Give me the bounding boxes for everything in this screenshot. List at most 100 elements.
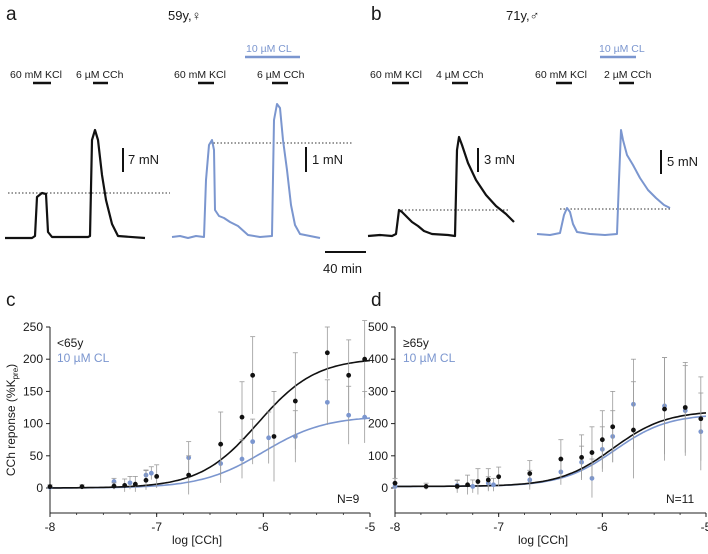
a2-kcl-label: 60 mM KCl — [174, 69, 226, 81]
d-point-control — [423, 483, 429, 489]
d-point-control — [485, 477, 491, 483]
c-point-control — [292, 398, 298, 404]
d-xlabel: log [CCh] — [518, 533, 568, 547]
panel-label-d: d — [371, 290, 382, 311]
d-point-control — [454, 483, 460, 489]
b2-trace — [536, 129, 671, 236]
c-point-cl — [346, 412, 352, 418]
chart-c-axes: 0 50 100 150 200 250 -8 -7 -6 -5 — [23, 320, 376, 534]
d-point-control — [589, 450, 595, 455]
chart-d-points — [392, 357, 704, 498]
b1-cch-label: 4 µM CCh — [436, 69, 484, 81]
c-ytick-label: 200 — [23, 352, 43, 366]
c-legend-control: <65y — [57, 336, 83, 350]
c-xlabel: log [CCh] — [172, 533, 222, 547]
d-point-control — [698, 416, 704, 422]
c-fit-control — [50, 359, 370, 489]
c-xtick-label: -8 — [45, 520, 56, 534]
d-point-control — [392, 480, 398, 486]
a2-cl-label: 10 µM CL — [246, 43, 292, 55]
d-point-control — [558, 456, 564, 462]
d-point-control — [610, 424, 616, 430]
chart-c-points — [47, 320, 368, 495]
d-fit-control — [395, 412, 706, 488]
c-xtick-label: -6 — [258, 520, 269, 534]
d-legend-control: ≥65y — [403, 336, 429, 350]
chart-d-fits — [395, 412, 706, 488]
c-point-control — [250, 372, 256, 378]
d-point-control — [631, 427, 636, 433]
d-point-control — [465, 482, 470, 488]
d-point-control — [527, 471, 533, 476]
c-point-control — [362, 356, 368, 362]
d-point-control — [662, 406, 667, 412]
b1-kcl-label: 60 mM KCl — [370, 69, 422, 81]
c-point-control — [346, 372, 352, 378]
c-point-cl — [250, 439, 256, 445]
b2-scale-label: 5 mN — [667, 154, 698, 169]
c-point-cl — [324, 399, 330, 405]
c-ylabel: CCh reponse (%Kpre) — [4, 364, 20, 476]
c-point-cl — [127, 480, 133, 486]
c-point-cl — [266, 435, 272, 441]
d-point-control — [475, 479, 481, 484]
a1-trace — [5, 128, 146, 240]
c-ytick-label: 150 — [23, 384, 43, 398]
d-xtick-label: -7 — [493, 520, 504, 534]
panel-label-a: a — [6, 4, 17, 25]
a2-cch-label: 6 µM CCh — [257, 69, 305, 81]
chart-c-fits — [50, 359, 370, 489]
c-fit-cl — [50, 417, 370, 489]
c-point-control — [122, 483, 128, 488]
d-point-cl — [470, 483, 476, 489]
b1-scale-label: 3 mN — [484, 152, 515, 167]
b2-cl-label: 10 µM CL — [599, 43, 645, 55]
c-point-control — [239, 414, 245, 420]
c-point-control — [271, 434, 277, 439]
c-point-control — [324, 350, 330, 356]
d-point-control — [579, 455, 584, 460]
c-xtick-label: -5 — [365, 520, 376, 534]
d-point-control — [682, 405, 688, 410]
d-ytick-label: 300 — [368, 384, 388, 398]
c-point-control — [186, 472, 192, 478]
c-xtick-label: -7 — [151, 520, 162, 534]
c-point-cl — [362, 414, 368, 420]
chart-d-axes: 0 100 200 300 400 500 -8 -7 -6 -5 — [368, 320, 708, 534]
d-ytick-label: 200 — [368, 417, 388, 431]
panel-label-b: b — [371, 4, 382, 25]
panel-label-c: c — [6, 290, 16, 311]
d-fit-cl — [395, 415, 706, 488]
a1-cch-label: 6 µM CCh — [76, 69, 124, 81]
c-n-label: N=9 — [337, 492, 360, 506]
d-xtick-label: -5 — [701, 520, 708, 534]
d-point-cl — [491, 482, 496, 488]
d-ytick-label: 100 — [368, 449, 388, 463]
b1-trace — [367, 135, 515, 238]
c-point-cl — [148, 470, 154, 476]
d-ytick-label: 400 — [368, 352, 388, 366]
c-legend-cl: 10 µM CL — [57, 351, 110, 365]
time-scale-label: 40 min — [323, 261, 362, 276]
c-point-control — [79, 484, 85, 490]
b2-kcl-label: 60 mM KCl — [535, 69, 587, 81]
c-point-control — [143, 477, 149, 483]
subject-b: 71y,♂ — [506, 8, 539, 23]
d-n-label: N=11 — [666, 492, 694, 506]
subject-a: 59y,♀ — [168, 8, 201, 23]
c-point-control — [111, 483, 117, 489]
d-ytick-label: 0 — [381, 481, 388, 495]
a2-trace — [171, 103, 321, 239]
d-point-control — [599, 437, 605, 443]
c-ytick-label: 50 — [30, 449, 44, 463]
c-point-control — [218, 441, 224, 447]
d-point-control — [496, 474, 502, 480]
c-point-control — [154, 474, 160, 479]
a2-scale-label: 1 mN — [312, 152, 343, 167]
d-xtick-label: -8 — [390, 520, 401, 534]
d-ytick-label: 500 — [368, 320, 388, 334]
a1-kcl-label: 60 mM KCl — [10, 69, 62, 81]
c-ytick-label: 0 — [36, 481, 43, 495]
d-xtick-label: -6 — [597, 520, 608, 534]
